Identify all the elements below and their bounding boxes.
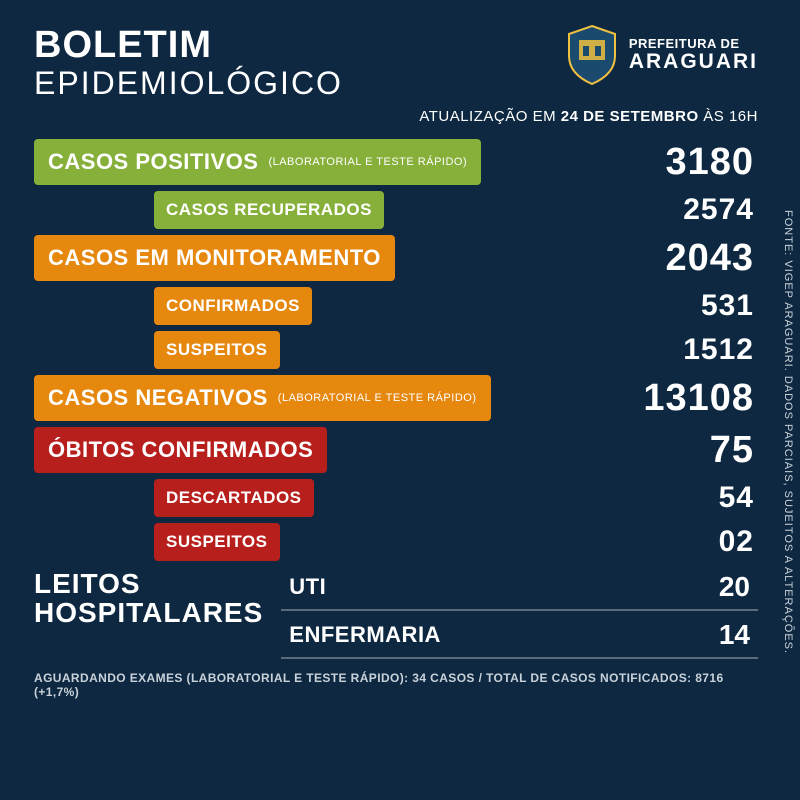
- label-monitoramento: CASOS EM MONITORAMENTO: [34, 235, 395, 281]
- value-obitos: 75: [710, 427, 758, 473]
- label-confirmados: CONFIRMADOS: [154, 287, 312, 325]
- value-negativos: 13108: [643, 375, 758, 421]
- city-crest-icon: [565, 24, 619, 86]
- label-positivos: CASOS POSITIVOS (LABORATORIAL E TESTE RÁ…: [34, 139, 481, 185]
- prefeitura-small: PREFEITURA DE: [629, 37, 758, 51]
- value-descartados: 54: [719, 479, 758, 517]
- label-obitos: ÓBITOS CONFIRMADOS: [34, 427, 327, 473]
- value-confirmados: 531: [701, 287, 758, 325]
- update-prefix: ATUALIZAÇÃO EM: [419, 108, 560, 125]
- row-suspeitos-mon: SUSPEITOS 1512: [34, 331, 758, 369]
- label-suspeitos-ob: SUSPEITOS: [154, 523, 280, 561]
- source-note: FONTE: VIGEP ARAGUARI. DADOS PARCIAIS, S…: [782, 210, 794, 654]
- logo-block: PREFEITURA DE ARAGUARI: [565, 24, 758, 86]
- row-negativos: CASOS NEGATIVOS (LABORATORIAL E TESTE RÁ…: [34, 375, 758, 421]
- row-enfermaria: ENFERMARIA 14: [281, 617, 758, 659]
- value-recuperados: 2574: [683, 191, 758, 229]
- title-block: BOLETIM EPIDEMIOLÓGICO: [34, 24, 343, 102]
- value-uti: 20: [719, 571, 754, 603]
- update-date: 24 DE SETEMBRO: [561, 108, 699, 125]
- prefeitura-label: PREFEITURA DE ARAGUARI: [629, 37, 758, 73]
- label-suspeitos-mon: SUSPEITOS: [154, 331, 280, 369]
- hosp-title-line1: LEITOS: [34, 569, 263, 598]
- hospitalares-section: LEITOS HOSPITALARES UTI 20 ENFERMARIA 14: [34, 569, 758, 659]
- label-negativos-note: (LABORATORIAL E TESTE RÁPIDO): [278, 392, 477, 404]
- label-recuperados: CASOS RECUPERADOS: [154, 191, 384, 229]
- label-negativos: CASOS NEGATIVOS (LABORATORIAL E TESTE RÁ…: [34, 375, 491, 421]
- hospitalares-title: LEITOS HOSPITALARES: [34, 569, 263, 659]
- label-descartados: DESCARTADOS: [154, 479, 314, 517]
- row-descartados: DESCARTADOS 54: [34, 479, 758, 517]
- row-uti: UTI 20: [281, 569, 758, 611]
- stats-rows: CASOS POSITIVOS (LABORATORIAL E TESTE RÁ…: [34, 139, 758, 561]
- hospitalares-rows: UTI 20 ENFERMARIA 14: [281, 569, 758, 659]
- footer-note: AGUARDANDO EXAMES (LABORATORIAL E TESTE …: [34, 671, 758, 699]
- update-suffix: ÀS 16H: [699, 108, 758, 125]
- header: BOLETIM EPIDEMIOLÓGICO PREFEITURA DE ARA…: [34, 24, 758, 102]
- update-line: ATUALIZAÇÃO EM 24 DE SETEMBRO ÀS 16H: [34, 108, 758, 125]
- value-positivos: 3180: [665, 139, 758, 185]
- value-monitoramento: 2043: [665, 235, 758, 281]
- row-monitoramento: CASOS EM MONITORAMENTO 2043: [34, 235, 758, 281]
- row-recuperados: CASOS RECUPERADOS 2574: [34, 191, 758, 229]
- prefeitura-big: ARAGUARI: [629, 51, 758, 73]
- row-suspeitos-ob: SUSPEITOS 02: [34, 523, 758, 561]
- label-negativos-text: CASOS NEGATIVOS: [48, 385, 268, 411]
- label-uti: UTI: [289, 574, 326, 600]
- row-positivos: CASOS POSITIVOS (LABORATORIAL E TESTE RÁ…: [34, 139, 758, 185]
- value-suspeitos-ob: 02: [719, 523, 758, 561]
- value-enfermaria: 14: [719, 619, 754, 651]
- title-line1: BOLETIM: [34, 24, 343, 67]
- label-positivos-text: CASOS POSITIVOS: [48, 149, 258, 175]
- label-positivos-note: (LABORATORIAL E TESTE RÁPIDO): [268, 156, 467, 168]
- row-confirmados: CONFIRMADOS 531: [34, 287, 758, 325]
- hosp-title-line2: HOSPITALARES: [34, 598, 263, 627]
- label-enfermaria: ENFERMARIA: [289, 622, 441, 648]
- row-obitos: ÓBITOS CONFIRMADOS 75: [34, 427, 758, 473]
- value-suspeitos-mon: 1512: [683, 331, 758, 369]
- title-line2: EPIDEMIOLÓGICO: [34, 65, 343, 102]
